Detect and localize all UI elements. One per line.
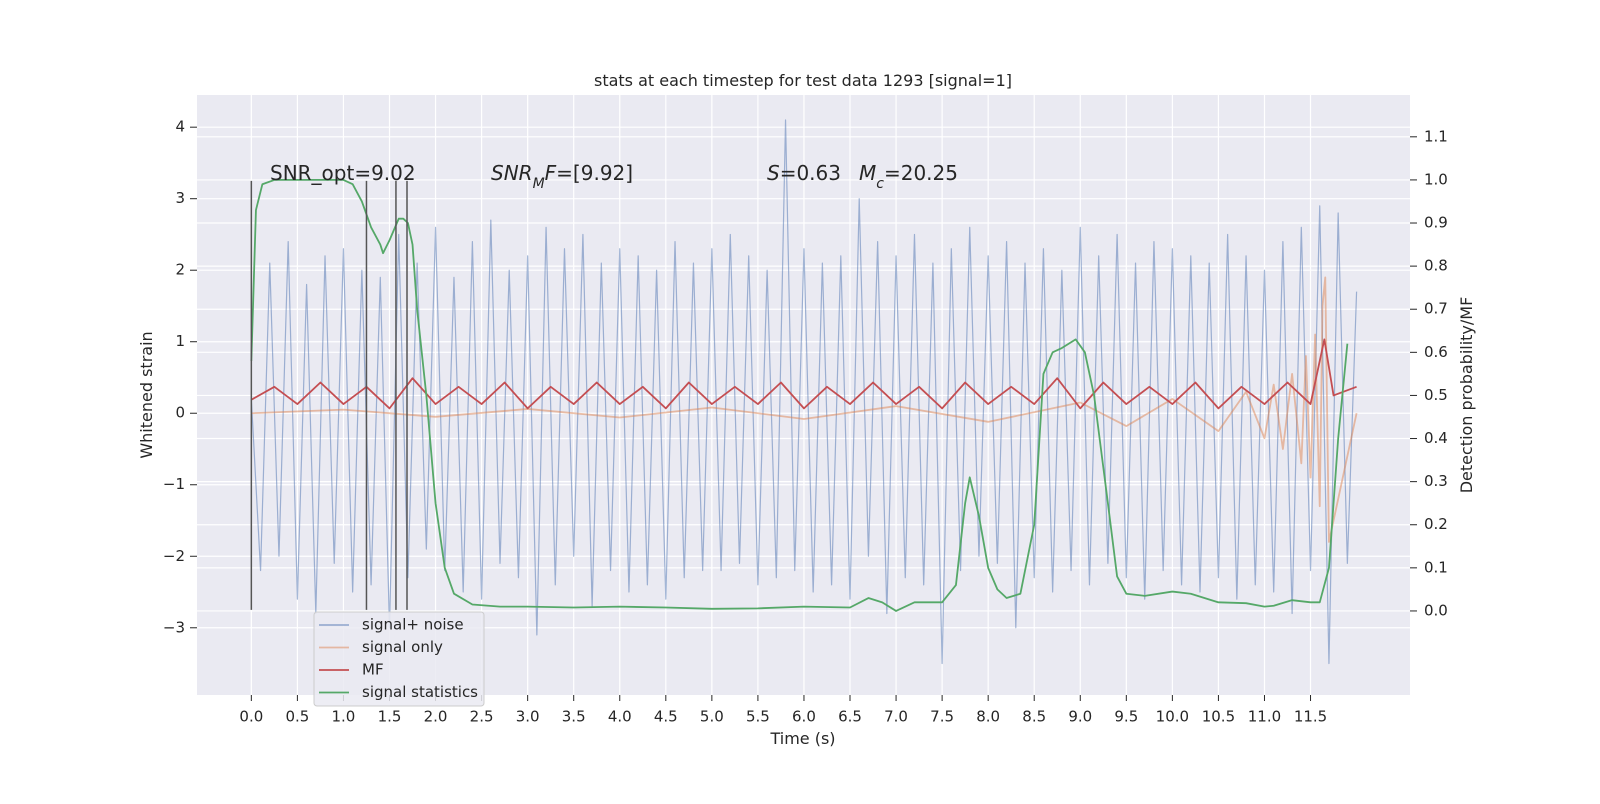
x-tick-label: 4.5 bbox=[654, 708, 678, 726]
x-tick-label: 3.5 bbox=[562, 708, 586, 726]
x-tick-label: 7.0 bbox=[884, 708, 908, 726]
annotation-part: c bbox=[876, 176, 884, 192]
annotation: SNR_opt=9.02 bbox=[270, 161, 416, 185]
legend-label: signal+ noise bbox=[362, 616, 464, 634]
y2-tick-label: 1.1 bbox=[1424, 127, 1448, 145]
x-tick-label: 0.5 bbox=[285, 708, 309, 726]
y-tick-label: 2 bbox=[175, 261, 185, 279]
legend-label: MF bbox=[362, 661, 384, 679]
series-line bbox=[251, 276, 1358, 543]
x-tick-label: 8.0 bbox=[976, 708, 1000, 726]
y-tick-label: −3 bbox=[163, 618, 185, 636]
y-axis-label: Whitened strain bbox=[137, 331, 156, 458]
annotation-part: M bbox=[533, 176, 545, 192]
chart-title: stats at each timestep for test data 129… bbox=[594, 71, 1012, 90]
x-tick-label: 11.5 bbox=[1294, 708, 1327, 726]
x-tick-label: 5.5 bbox=[746, 708, 770, 726]
annotations: SNR_opt=9.02 SNRMF=[9.92] S=0.63 Mc=20.25 bbox=[270, 161, 958, 192]
y-tick-label: 1 bbox=[175, 332, 185, 350]
annotation-part: SNR bbox=[491, 161, 533, 185]
x-tick-label: 10.5 bbox=[1202, 708, 1235, 726]
legend-box bbox=[313, 611, 485, 707]
y2-tick-label: 0.5 bbox=[1424, 386, 1448, 404]
x-tick-label: 5.0 bbox=[700, 708, 724, 726]
series-line bbox=[250, 338, 1357, 410]
annotation-part: =0.63 bbox=[780, 161, 841, 185]
x-tick-label: 9.0 bbox=[1068, 708, 1092, 726]
legend-label: signal statistics bbox=[362, 683, 478, 701]
x-tick-label: 0.0 bbox=[239, 708, 263, 726]
y-tick-label: −2 bbox=[163, 547, 185, 565]
legend-label: signal only bbox=[362, 638, 443, 656]
y-tick-label: −1 bbox=[163, 475, 185, 493]
annotation: S=0.63 bbox=[767, 161, 841, 185]
y2-axis-label: Detection probability/MF bbox=[1457, 297, 1476, 494]
y-tick-label: 4 bbox=[175, 118, 185, 136]
x-tick-label: 6.5 bbox=[838, 708, 862, 726]
x-tick-label: 2.5 bbox=[470, 708, 494, 726]
annotation-part: SNR_opt=9.02 bbox=[270, 161, 416, 185]
x-tick-label: 9.5 bbox=[1114, 708, 1138, 726]
y2-tick-label: 0.1 bbox=[1424, 558, 1448, 576]
annotation-part: S bbox=[767, 161, 780, 185]
x-tick-label: 4.0 bbox=[608, 708, 632, 726]
x-tick-label: 11.0 bbox=[1248, 708, 1281, 726]
y2-tick-label: 0.9 bbox=[1424, 214, 1448, 232]
x-tick-label: 2.0 bbox=[424, 708, 448, 726]
x-tick-label: 8.5 bbox=[1022, 708, 1046, 726]
x-tick-label: 7.5 bbox=[930, 708, 954, 726]
x-tick-label: 6.0 bbox=[792, 708, 816, 726]
y2-tick-label: 0.4 bbox=[1424, 429, 1448, 447]
annotation: Mc=20.25 bbox=[859, 161, 958, 192]
annotation-part: F bbox=[545, 161, 557, 185]
annotation-part: M bbox=[859, 161, 876, 185]
marks bbox=[250, 119, 1358, 665]
annotation: SNRMF=[9.92] bbox=[491, 161, 633, 192]
y2-tick-label: 0.2 bbox=[1424, 515, 1448, 533]
y2-tick-label: 0.8 bbox=[1424, 257, 1448, 275]
x-tick-label: 3.0 bbox=[516, 708, 540, 726]
series-line bbox=[250, 119, 1358, 665]
y2-tick-label: 0.3 bbox=[1424, 472, 1448, 490]
series-line bbox=[250, 179, 1349, 612]
y-tick-label: 3 bbox=[175, 189, 185, 207]
x-tick-label: 1.5 bbox=[378, 708, 402, 726]
annotation-part: =20.25 bbox=[884, 161, 958, 185]
x-tick-label: 10.0 bbox=[1156, 708, 1189, 726]
y-tick-label: 0 bbox=[175, 404, 185, 422]
x-axis-label: Time (s) bbox=[769, 729, 835, 748]
legend: signal+ noise signal only MF signal statist… bbox=[313, 611, 485, 707]
annotation-part: =[9.92] bbox=[556, 161, 633, 185]
y2-tick-label: 1.0 bbox=[1424, 170, 1448, 188]
y2-tick-label: 0.6 bbox=[1424, 343, 1448, 361]
y2-tick-label: 0.7 bbox=[1424, 300, 1448, 318]
y2-tick-label: 0.0 bbox=[1424, 601, 1448, 619]
x-tick-label: 1.0 bbox=[332, 708, 356, 726]
